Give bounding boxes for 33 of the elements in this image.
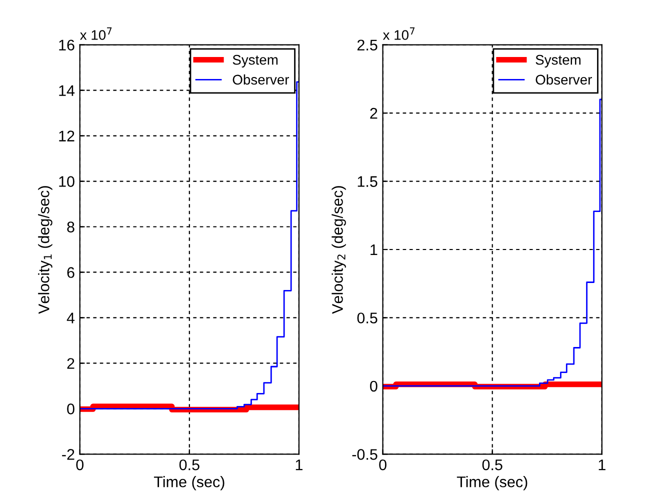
x-tick-label: 0.5 bbox=[179, 459, 200, 470]
y-tick-label: 2 bbox=[67, 358, 74, 369]
y-tick-label: 0.5 bbox=[357, 312, 378, 324]
y-tick-label: 12 bbox=[59, 130, 74, 142]
x-tick-label: 0.5 bbox=[482, 459, 502, 470]
x-tick-label: 1 bbox=[296, 460, 302, 470]
x-tick-label: 0 bbox=[76, 459, 84, 470]
y-tick-label: 14 bbox=[59, 85, 75, 96]
y-tick-label: 2 bbox=[370, 108, 378, 119]
y-axis-title: Velocity$_{2}$ (deg/sec) bbox=[332, 186, 346, 314]
y-tick-label: 6 bbox=[67, 267, 74, 278]
y-tick-label: 2.5 bbox=[357, 40, 378, 51]
y-tick-label: -2 bbox=[62, 449, 74, 460]
legend-label: System bbox=[536, 54, 580, 68]
legend-label: System bbox=[232, 54, 278, 68]
y-tick-label: 1.5 bbox=[358, 176, 378, 187]
x-axis-title: Time (sec) bbox=[456, 476, 528, 490]
x-axis-title: Time (sec) bbox=[154, 476, 224, 490]
y-axis-title: Velocity$_{1}$ (deg/sec) bbox=[38, 186, 52, 314]
text: x 10$^{7}$ bbox=[80, 27, 112, 40]
legend-label: Observer bbox=[536, 74, 592, 85]
x-tick-label: 1 bbox=[598, 460, 606, 470]
y-tick-label: 0 bbox=[67, 404, 74, 414]
y-tick-label: 16 bbox=[59, 40, 74, 51]
x-tick-label: 0 bbox=[379, 459, 386, 470]
legend-label: Observer bbox=[232, 74, 290, 85]
text: x 10$^{7}$ bbox=[382, 27, 415, 40]
y-tick-label: 4 bbox=[66, 312, 75, 324]
y-tick-label: 1 bbox=[370, 244, 378, 256]
y-tick-label: 10 bbox=[59, 176, 74, 187]
y-tick-label: -0.5 bbox=[352, 449, 378, 460]
y-tick-label: 0 bbox=[370, 380, 378, 392]
y-tick-label: 8 bbox=[67, 222, 74, 232]
